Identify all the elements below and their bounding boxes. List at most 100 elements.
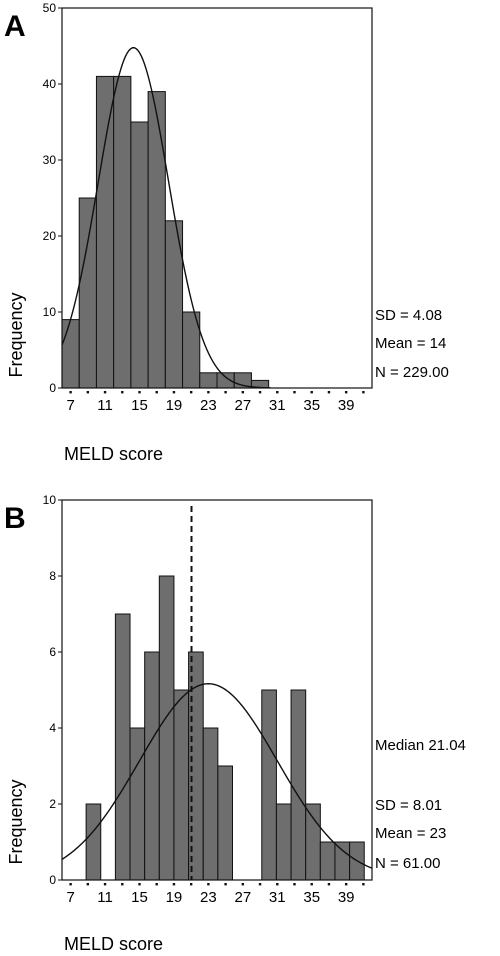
y-tick-label: 0 [49,873,56,887]
x-tick-label: 27 [234,397,251,414]
x-tick-label: 31 [269,397,286,414]
stat-annotation: Mean = 23 [375,825,446,842]
histogram-bar [199,372,218,389]
panel-a: A 0 10 20 30 40 50 7 11 15 19 23 27 31 35 39 Frequency ME… [4,1,449,464]
panel-label: B [4,502,26,535]
x-tick-mark [172,883,176,886]
histogram-bar [95,75,115,389]
x-tick-mark [121,883,124,886]
histogram-bar [129,727,146,881]
y-tick-label: 10 [43,493,57,507]
stat-annotation: N = 229.00 [375,364,449,381]
x-tick-mark [310,391,313,394]
x-tick-label: 19 [166,889,183,906]
stat-annotation: Mean = 14 [375,335,446,352]
x-tick-mark [189,391,193,394]
x-tick-label: 15 [131,889,148,906]
y-tick-label: 4 [49,721,56,735]
plot-frame [61,499,373,881]
x-tick-label: 23 [200,889,217,906]
x-tick-mark [172,391,176,394]
histogram-bar [217,765,234,881]
stat-annotation: SD = 4.08 [375,307,442,324]
histogram-bar [114,613,131,881]
histogram-bar [147,91,166,389]
x-tick-label: 19 [166,397,183,414]
x-tick-mark [207,883,210,886]
x-tick-mark [155,883,158,886]
x-tick-mark [327,883,331,886]
x-tick-mark [103,391,107,394]
histogram-bar [158,575,175,881]
x-tick-label: 7 [66,889,74,906]
histogram-bar [173,689,190,881]
x-tick-label: 15 [131,397,148,414]
panel-label: A [4,10,26,43]
y-tick-label: 2 [49,797,56,811]
x-tick-mark [293,391,296,394]
x-tick-mark [327,391,331,394]
x-tick-label: 11 [97,889,113,906]
x-tick-label: 35 [303,397,320,414]
histogram-bar [319,841,336,881]
x-tick-mark [86,883,90,886]
x-tick-mark [189,883,193,886]
x-tick-label: 31 [269,889,286,906]
y-tick-label: 10 [43,305,57,319]
y-tick-label: 20 [43,229,57,243]
histogram-bar [275,803,292,881]
x-tick-label: 39 [338,889,355,906]
y-tick-label: 6 [49,645,56,659]
normal-curve [61,683,373,869]
histogram-bar [202,727,219,881]
histogram-bar [130,121,149,389]
histogram-bar [261,689,277,881]
y-tick-label: 8 [49,569,56,583]
stat-annotation: SD = 8.01 [375,797,442,814]
x-tick-mark [103,883,107,886]
histogram-bar [113,75,132,389]
x-tick-mark [155,391,158,394]
histogram-bar [78,197,97,389]
x-tick-label: 23 [200,397,217,414]
x-tick-mark [121,391,124,394]
x-tick-mark [224,391,227,394]
y-tick-label: 50 [43,1,57,15]
x-tick-label: 11 [97,397,113,414]
histogram-bar [334,841,351,881]
x-axis-title: MELD score [64,444,163,464]
panel-b: B 0 2 4 6 8 10 7 11 15 19 23 27 31 35 39 Frequency MELD s… [4,493,466,954]
x-tick-mark [241,391,245,394]
x-tick-mark [258,391,262,394]
y-axis-title: Frequency [6,779,26,864]
x-tick-label: 27 [234,889,251,906]
x-tick-mark [69,391,72,394]
x-tick-label: 7 [66,397,74,414]
histogram-bar [305,803,321,881]
x-tick-mark [276,391,279,394]
histogram-bar [85,803,102,881]
histogram-bar [144,651,160,881]
x-tick-mark [344,883,348,886]
histogram-bar [61,319,80,389]
x-tick-label: 35 [303,889,320,906]
x-tick-mark [362,391,365,394]
x-tick-mark [138,883,141,886]
x-tick-mark [86,391,90,394]
x-tick-mark [224,883,227,886]
x-tick-mark [241,883,245,886]
y-tick-label: 40 [43,77,57,91]
x-tick-mark [310,883,313,886]
x-tick-mark [362,883,365,886]
stat-annotation: N = 61.00 [375,855,440,872]
x-tick-mark [69,883,72,886]
x-axis-title: MELD score [64,934,163,954]
plot-frame [61,7,373,389]
x-tick-mark [207,391,210,394]
x-tick-label: 39 [338,397,355,414]
x-tick-mark [258,883,262,886]
histogram-bar [290,689,307,881]
y-tick-label: 0 [49,381,56,395]
x-tick-mark [276,883,279,886]
